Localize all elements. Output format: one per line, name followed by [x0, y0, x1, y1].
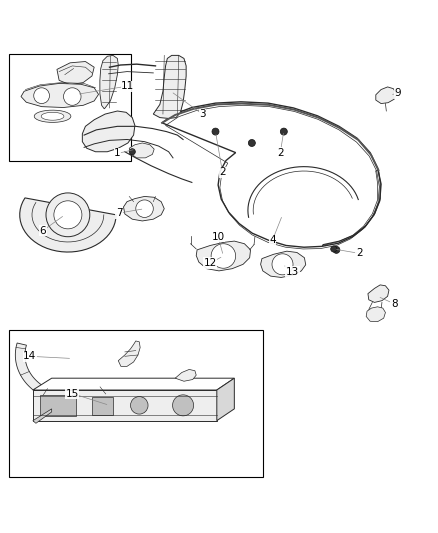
- Text: 2: 2: [219, 167, 226, 177]
- Polygon shape: [261, 251, 306, 278]
- Text: 10: 10: [212, 232, 225, 242]
- Circle shape: [331, 246, 337, 252]
- Text: 2: 2: [356, 248, 363, 259]
- Circle shape: [131, 397, 148, 414]
- Text: 4: 4: [269, 235, 276, 245]
- Text: 14: 14: [23, 351, 36, 361]
- Circle shape: [272, 254, 293, 275]
- Text: 13: 13: [286, 266, 299, 277]
- Text: 6: 6: [39, 225, 46, 236]
- Bar: [92, 397, 113, 415]
- Circle shape: [54, 201, 82, 229]
- Polygon shape: [15, 343, 109, 403]
- Polygon shape: [41, 112, 64, 120]
- Text: 8: 8: [391, 298, 398, 309]
- Bar: [9, 330, 263, 477]
- Circle shape: [280, 128, 287, 135]
- Polygon shape: [366, 307, 385, 322]
- Polygon shape: [153, 55, 186, 118]
- Text: 3: 3: [199, 109, 206, 119]
- Circle shape: [173, 395, 194, 416]
- Polygon shape: [82, 111, 135, 152]
- Polygon shape: [376, 87, 396, 103]
- Circle shape: [34, 88, 49, 103]
- Bar: [40, 395, 76, 416]
- Polygon shape: [57, 61, 94, 85]
- Text: 7: 7: [116, 208, 123, 218]
- Text: 11: 11: [121, 81, 134, 91]
- Polygon shape: [162, 102, 381, 247]
- Polygon shape: [118, 341, 140, 366]
- Polygon shape: [34, 110, 71, 123]
- Polygon shape: [129, 143, 154, 158]
- Polygon shape: [21, 84, 99, 108]
- Circle shape: [129, 149, 135, 155]
- Polygon shape: [175, 369, 196, 381]
- Circle shape: [211, 244, 236, 268]
- Text: 12: 12: [204, 258, 217, 268]
- Polygon shape: [124, 197, 164, 221]
- Polygon shape: [100, 55, 118, 109]
- Text: 15: 15: [66, 389, 79, 399]
- Polygon shape: [33, 378, 234, 390]
- Circle shape: [212, 128, 219, 135]
- Circle shape: [136, 200, 153, 217]
- Bar: [9, 54, 131, 161]
- Polygon shape: [368, 285, 389, 302]
- Polygon shape: [196, 241, 251, 271]
- Text: 1: 1: [114, 149, 121, 158]
- Polygon shape: [33, 409, 52, 423]
- Polygon shape: [20, 198, 116, 252]
- Text: 9: 9: [394, 88, 401, 99]
- Polygon shape: [33, 390, 217, 421]
- Circle shape: [333, 246, 340, 253]
- Circle shape: [248, 140, 255, 147]
- Text: 2: 2: [277, 148, 284, 158]
- Circle shape: [64, 88, 81, 106]
- Circle shape: [46, 193, 90, 237]
- Polygon shape: [217, 378, 234, 421]
